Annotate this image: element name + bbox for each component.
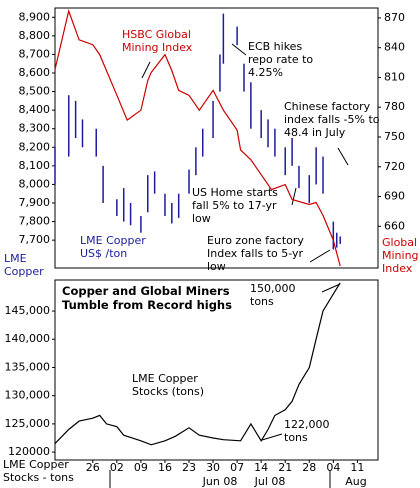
y-tick-label: 8,900 [19, 10, 51, 23]
x-group-label: Jul 08 [254, 475, 286, 488]
series-label: HSBC Global Mining Index [122, 28, 193, 54]
series-label: LME Copper Stocks (tons) [132, 372, 204, 398]
arrow [291, 187, 297, 206]
x-tick-label: 11 [350, 461, 364, 474]
x-tick-label: 30 [206, 461, 220, 474]
y-tick-label: 120000 [8, 445, 50, 458]
chart-title: Copper and Global Miners Tumble from Rec… [62, 284, 232, 312]
y2-tick-label: 870 [384, 11, 405, 24]
x-tick-label: 16 [158, 461, 172, 474]
y2-tick-label: 810 [384, 70, 405, 83]
x-tick-label: 04 [326, 461, 340, 474]
x-tick-label: 28 [302, 461, 316, 474]
arrows [109, 43, 349, 488]
annotation: Euro zone factory Index falls to 5-yr lo… [207, 234, 304, 273]
annotation: ECB hikes repo rate to 4.25% [248, 40, 314, 79]
x-group-label: Jun 08 [202, 475, 238, 488]
x-tick-label: 14 [254, 461, 268, 474]
series-label: LME Copper US$ /ton [80, 234, 146, 260]
y-axis-label: LME Copper [4, 252, 44, 278]
y2-tick-label: 690 [384, 190, 405, 203]
annotation: Chinese factory index falls -5% to 48.4 … [284, 100, 380, 139]
y-tick-label: 125,000 [5, 417, 51, 430]
y-tick-label: 135,000 [5, 360, 51, 373]
bottom-frame [54, 279, 379, 461]
x-tick-label: 09 [134, 461, 148, 474]
x-tick-label: 26 [86, 461, 100, 474]
y-tick-label: 8,200 [19, 140, 51, 153]
annotation: 150,000 tons [250, 282, 296, 308]
y2-tick-label: 660 [384, 219, 405, 232]
y-tick-label: 8,800 [19, 29, 51, 42]
y2-tick-label: 750 [384, 130, 405, 143]
x-group-label: Aug [345, 475, 366, 488]
y2-tick-label: 720 [384, 160, 405, 173]
x-tick-label: 21 [278, 461, 292, 474]
arrow [321, 283, 341, 293]
y-tick-label: 8,400 [19, 103, 51, 116]
y-tick-label: 7,800 [19, 215, 51, 228]
x-tick-label: 02 [110, 461, 124, 474]
annotation: US Home starts fall 5% to 17-yr low [192, 186, 278, 225]
y-tick-label: 7,900 [19, 196, 51, 209]
arrow [231, 43, 247, 56]
annotation: 122,000 tons [284, 418, 330, 444]
y-tick-label: 8,700 [19, 47, 51, 60]
line [54, 8, 341, 267]
x-tick-label: 23 [182, 461, 196, 474]
y2-tick-label: 840 [384, 41, 405, 54]
arrow [261, 433, 283, 441]
top-frame [54, 7, 379, 269]
line [54, 282, 341, 446]
y-tick-label: 7,700 [19, 233, 51, 246]
x-tick-label: 07 [230, 461, 244, 474]
arrow [141, 61, 151, 79]
y2-tick-label: 780 [384, 100, 405, 113]
arrow [337, 147, 349, 166]
y-tick-label: 8,300 [19, 122, 51, 135]
y-tick-label: 140,000 [5, 332, 51, 345]
y-tick-label: 8,500 [19, 85, 51, 98]
y-tick-label: 145,000 [5, 304, 51, 317]
y-tick-label: 8,000 [19, 177, 51, 190]
y-tick-label: 130,000 [5, 389, 51, 402]
arrow [309, 249, 331, 263]
y-tick-label: 8,100 [19, 159, 51, 172]
y2-axis-label: Global Mining Index [382, 236, 419, 275]
y-axis-label: LME Copper Stocks - tons [3, 458, 74, 484]
y-tick-label: 8,600 [19, 66, 51, 79]
